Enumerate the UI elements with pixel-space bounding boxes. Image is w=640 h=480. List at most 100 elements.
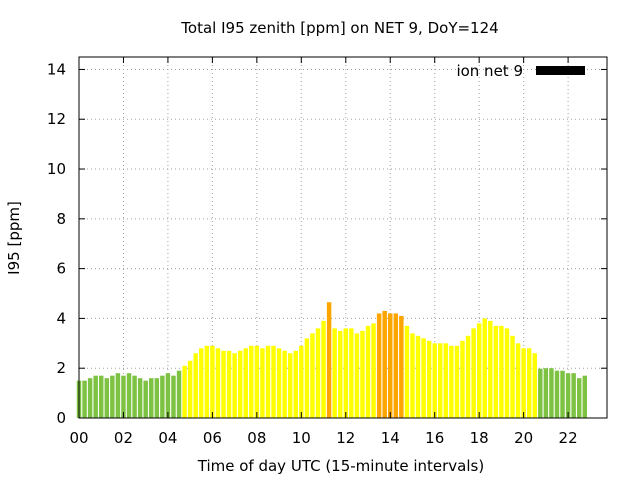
bar [515,343,521,418]
bar [488,320,493,418]
bar [187,360,193,418]
bar [432,343,437,418]
bar [237,350,243,418]
bar [532,353,537,418]
bar [104,378,110,418]
y-tick-label: 4 [56,309,66,327]
bar [215,348,221,418]
bar [382,310,387,418]
bar [160,375,165,418]
bar [121,375,126,418]
bar [415,335,421,418]
bar [260,348,265,418]
bar [476,323,482,418]
x-tick-label: 04 [158,429,177,447]
x-axis-label: Time of day UTC (15-minute intervals) [197,457,484,475]
bar [243,348,248,418]
bar [204,345,210,418]
bar [365,325,371,418]
bar [304,338,310,418]
bar [321,320,326,418]
legend-swatch [536,66,585,75]
plot-frame [78,56,608,419]
bar [87,378,93,418]
bar [404,325,410,418]
x-tick-label: 08 [247,429,266,447]
y-tick-label: 8 [56,210,66,228]
bar [226,350,232,418]
bar [521,348,526,418]
bar [182,365,187,418]
x-tick-label: 10 [292,429,311,447]
bar [582,375,587,418]
bar [549,368,554,418]
bar [510,335,515,418]
bar [338,330,343,418]
bar [465,335,471,418]
bar [482,318,487,418]
bar [332,328,337,418]
y-tick-label: 12 [47,110,66,128]
bar [132,375,137,418]
x-tick-label: 12 [336,429,355,447]
bar [265,345,271,418]
bar [149,378,154,418]
y-tick-label: 6 [56,260,66,278]
bar [460,340,465,418]
bar [543,368,549,418]
y-tick-label: 14 [47,60,66,78]
bar [504,328,510,418]
bar [110,375,115,418]
bar [193,353,198,418]
bar [293,350,298,418]
bar [354,333,360,418]
x-tick-label: 22 [559,429,578,447]
y-tick-label: 10 [47,160,66,178]
bar [315,328,321,418]
bar [421,338,426,418]
bar [276,348,282,418]
bar [443,343,449,418]
x-tick-label: 02 [114,429,133,447]
bar [165,373,171,418]
bar [410,333,415,418]
bar [176,370,182,418]
bar [137,378,143,418]
x-tick-label: 16 [425,429,444,447]
legend: ion net 9 [456,62,585,80]
bar [360,330,365,418]
bar [99,375,104,418]
bar [271,345,276,418]
bar [426,340,432,418]
bar [143,380,148,418]
bar [93,375,98,418]
bar [287,353,293,418]
bar [499,325,504,418]
bar [343,328,349,418]
bar [571,373,576,418]
x-tick-label: 18 [470,429,489,447]
bar [493,325,499,418]
bar [299,345,304,418]
bar [154,378,160,418]
bar [371,323,376,418]
bar [449,345,454,418]
bar [221,350,226,418]
bar [454,345,460,418]
bar [388,313,393,418]
bar [232,353,237,418]
y-tick-label: 0 [56,409,66,427]
bars [76,302,587,418]
bar [560,370,565,418]
bar [399,315,404,418]
bar [310,333,315,418]
bar [210,345,215,418]
y-tick-label: 2 [56,359,66,377]
bar [326,302,332,418]
bar [538,368,543,418]
legend-label: ion net 9 [456,62,523,80]
bar [438,343,443,418]
x-tick-label: 14 [381,429,400,447]
